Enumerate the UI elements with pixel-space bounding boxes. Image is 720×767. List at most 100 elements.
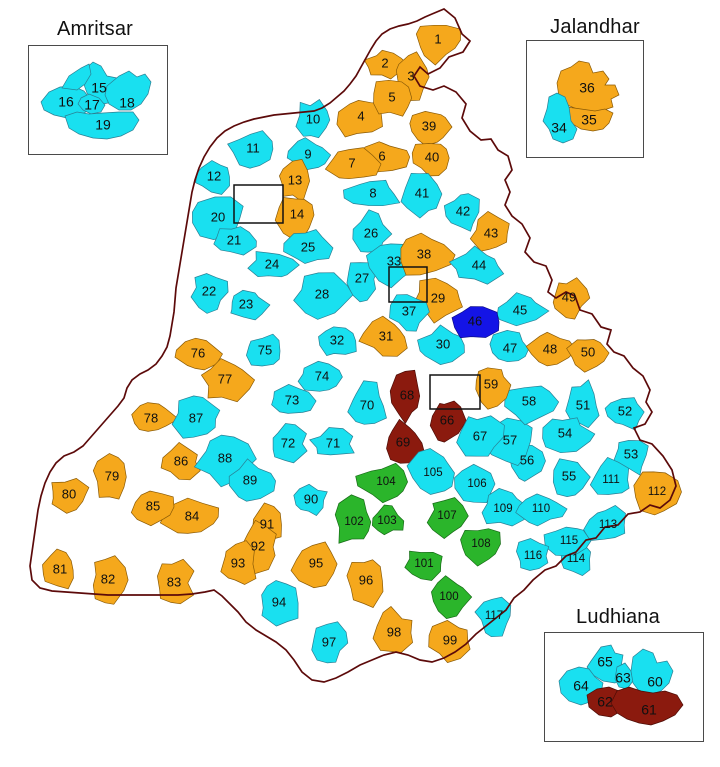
region-105[interactable] [406,448,455,495]
region-5[interactable] [373,79,413,117]
region-71[interactable] [309,427,355,456]
region-104[interactable] [355,462,408,504]
region-74[interactable] [297,360,343,392]
region-44[interactable] [448,245,505,285]
region-49[interactable] [552,277,591,320]
region-39[interactable] [409,111,453,146]
region-46[interactable] [451,306,500,339]
region-85[interactable] [130,490,175,527]
inset-region-63[interactable] [614,662,634,690]
jalandhar-inset-frame: 36 35 34 [526,40,644,158]
region-37[interactable] [389,294,430,332]
region-38[interactable] [400,232,456,276]
region-75[interactable] [246,333,281,367]
inset-region-19[interactable] [64,111,140,140]
region-90[interactable] [293,483,328,516]
region-41[interactable] [400,172,443,219]
region-83[interactable] [157,558,195,605]
region-97[interactable] [311,621,349,664]
region-72[interactable] [272,423,308,464]
region-66[interactable] [429,400,467,443]
region-101[interactable] [404,550,443,581]
region-108[interactable] [460,528,501,567]
region-42[interactable] [443,193,480,232]
region-98[interactable] [372,606,413,654]
region-24[interactable] [247,251,300,278]
region-52[interactable] [604,397,645,431]
region-29[interactable] [413,277,463,324]
region-51[interactable] [565,379,600,429]
region-99[interactable] [428,620,471,664]
region-103[interactable] [371,504,405,536]
region-31[interactable] [358,315,408,357]
amritsar-inset-svg: 15 16 17 18 19 [40,61,152,140]
region-1[interactable] [415,24,461,66]
region-95[interactable] [290,541,338,589]
region-113[interactable] [583,504,626,541]
region-13[interactable] [279,159,310,203]
region-107[interactable] [426,497,469,539]
region-54[interactable] [542,417,596,454]
region-96[interactable] [346,559,384,609]
region-32[interactable] [318,326,357,357]
region-70[interactable] [347,380,387,425]
region-50[interactable] [566,339,610,373]
region-116[interactable] [516,538,550,571]
inset-region-18[interactable] [104,70,152,111]
inset-region-17[interactable] [77,93,106,115]
region-58[interactable] [504,385,560,426]
state-outline-layer [29,8,677,683]
region-40[interactable] [411,143,450,177]
region-86[interactable] [160,441,201,481]
region-81[interactable] [42,548,74,590]
region-55[interactable] [552,458,591,497]
region-100[interactable] [431,575,473,619]
jalandhar-inset-title: Jalandhar [550,16,640,38]
region-89[interactable] [228,458,276,502]
state-outline [29,8,677,683]
region-80[interactable] [51,478,90,514]
region-23[interactable] [230,289,271,321]
region-47[interactable] [489,330,530,363]
region-59[interactable] [475,367,512,410]
jalandhar-detail-box[interactable] [388,266,428,303]
region-78[interactable] [131,402,180,432]
region-8[interactable] [343,179,401,207]
region-79[interactable] [92,453,127,500]
ludhiana-detail-box[interactable] [429,374,481,410]
ludhiana-regions [558,644,684,726]
ludhiana-inset-title: Ludhiana [576,606,660,628]
region-7[interactable] [324,147,382,180]
region-28[interactable] [293,272,354,320]
region-68[interactable] [389,369,421,425]
amritsar-detail-box[interactable] [233,184,284,224]
amritsar-inset-title: Amritsar [56,18,134,40]
region-87[interactable] [171,395,221,439]
region-102[interactable] [334,494,372,544]
region-110[interactable] [515,493,568,527]
region-48[interactable] [525,331,577,367]
region-77[interactable] [200,358,256,403]
region-109[interactable] [481,488,532,527]
region-43[interactable] [469,210,510,252]
region-21[interactable] [213,226,257,256]
region-67[interactable] [456,415,505,457]
region-112[interactable] [633,471,682,516]
region-45[interactable] [496,292,550,327]
region-111[interactable] [589,456,630,495]
region-11[interactable] [227,130,274,169]
region-22[interactable] [190,273,229,314]
region-10[interactable] [295,99,331,139]
region-73[interactable] [271,384,317,414]
inset-region-34[interactable] [542,92,578,144]
region-93[interactable] [220,540,257,585]
region-82[interactable] [92,555,129,605]
inset-region-60[interactable] [630,648,674,696]
inset-region-61[interactable] [610,686,684,726]
regions-layer [42,24,682,664]
region-94[interactable] [261,580,299,627]
region-25[interactable] [283,229,334,264]
region-30[interactable] [417,324,465,365]
region-76[interactable] [174,337,223,371]
region-4[interactable] [336,100,383,138]
